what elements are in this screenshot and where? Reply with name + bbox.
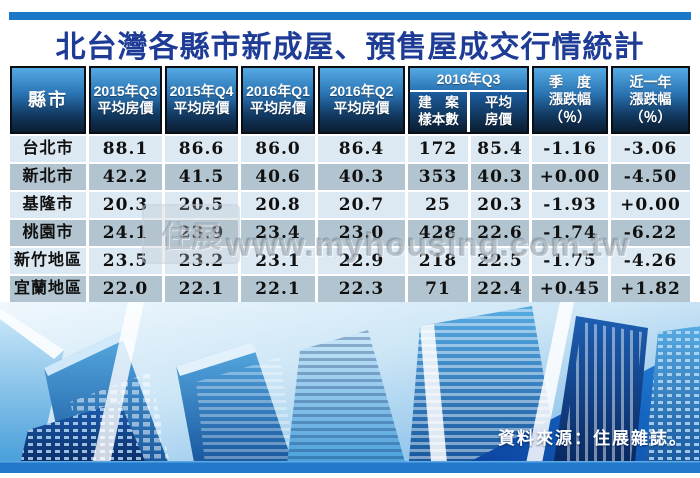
table-row: 台北市 88.1 86.6 86.0 86.4 172 85.4 -1.16 -3.06 bbox=[10, 136, 690, 162]
county-cell: 桃園市 bbox=[10, 220, 86, 246]
value-cell: 20.7 bbox=[318, 192, 405, 218]
value-cell: 23.1 bbox=[241, 248, 315, 274]
value-cell: +0.45 bbox=[532, 276, 608, 302]
value-cell: 218 bbox=[408, 248, 468, 274]
value-cell: 20.8 bbox=[241, 192, 315, 218]
value-cell: 25 bbox=[408, 192, 468, 218]
value-cell: +0.00 bbox=[611, 192, 690, 218]
value-cell: 71 bbox=[408, 276, 468, 302]
value-cell: 20.5 bbox=[165, 192, 238, 218]
header-sample-count: 建 案 樣本數 bbox=[410, 92, 467, 132]
header-county: 縣市 bbox=[10, 66, 86, 134]
value-cell: 85.4 bbox=[471, 136, 529, 162]
value-cell: -4.26 bbox=[611, 248, 690, 274]
value-cell: 40.3 bbox=[471, 164, 529, 190]
value-cell: 42.2 bbox=[89, 164, 162, 190]
header-2016q3-group: 2016年Q3 建 案 樣本數 平均 房價 bbox=[408, 66, 529, 134]
value-cell: 22.5 bbox=[471, 248, 529, 274]
value-cell: -1.16 bbox=[532, 136, 608, 162]
value-cell: 172 bbox=[408, 136, 468, 162]
value-cell: -1.93 bbox=[532, 192, 608, 218]
county-cell: 宜蘭地區 bbox=[10, 276, 86, 302]
value-cell: 22.1 bbox=[165, 276, 238, 302]
header-avg-price: 平均 房價 bbox=[470, 92, 527, 132]
county-cell: 新竹地區 bbox=[10, 248, 86, 274]
header-year-change: 近一年 漲跌幅 （％） bbox=[611, 66, 690, 134]
county-cell: 基隆市 bbox=[10, 192, 86, 218]
value-cell: 23.4 bbox=[241, 220, 315, 246]
table-row: 宜蘭地區 22.0 22.1 22.1 22.3 71 22.4 +0.45 +1.82 bbox=[10, 276, 690, 302]
value-cell: 22.1 bbox=[241, 276, 315, 302]
value-cell: 88.1 bbox=[89, 136, 162, 162]
value-cell: 22.6 bbox=[471, 220, 529, 246]
table-row: 新竹地區 23.5 23.2 23.1 22.9 218 22.5 -1.75 -4.26 bbox=[10, 248, 690, 274]
value-cell: -4.50 bbox=[611, 164, 690, 190]
value-cell: 86.6 bbox=[165, 136, 238, 162]
value-cell: -1.74 bbox=[532, 220, 608, 246]
table-body: 台北市 88.1 86.6 86.0 86.4 172 85.4 -1.16 -3.06 新北市 4… bbox=[10, 136, 690, 302]
header-2016q2-price: 2016年Q2 平均房價 bbox=[318, 66, 405, 134]
table-row: 桃園市 24.1 23.9 23.4 23.0 428 22.6 -1.74 -6.22 bbox=[10, 220, 690, 246]
value-cell: 41.5 bbox=[165, 164, 238, 190]
page-title: 北台灣各縣市新成屋、預售屋成交行情統計 bbox=[55, 30, 645, 65]
header-season-change: 季 度 漲跌幅 （％） bbox=[532, 66, 608, 134]
value-cell: 22.0 bbox=[89, 276, 162, 302]
value-cell: 22.3 bbox=[318, 276, 405, 302]
county-cell: 新北市 bbox=[10, 164, 86, 190]
value-cell: 428 bbox=[408, 220, 468, 246]
top-accent-bar bbox=[9, 12, 691, 20]
source-note: 資料來源：住展雜誌。 bbox=[498, 429, 688, 448]
value-cell: 20.3 bbox=[471, 192, 529, 218]
value-cell: +0.00 bbox=[532, 164, 608, 190]
value-cell: 23.5 bbox=[89, 248, 162, 274]
city-illustration bbox=[0, 302, 700, 473]
table-row: 基隆市 20.3 20.5 20.8 20.7 25 20.3 -1.93 +0.00 bbox=[10, 192, 690, 218]
value-cell: -1.75 bbox=[532, 248, 608, 274]
county-cell: 台北市 bbox=[10, 136, 86, 162]
value-cell: 353 bbox=[408, 164, 468, 190]
header-2015q4-price: 2015年Q4 平均房價 bbox=[165, 66, 238, 134]
stats-table: 縣市 2015年Q3 平均房價 2015年Q4 平均房價 2016年Q1 平均房… bbox=[10, 66, 690, 302]
header-2016q3-subcells: 建 案 樣本數 平均 房價 bbox=[410, 92, 527, 132]
value-cell: -6.22 bbox=[611, 220, 690, 246]
skyline-graphic bbox=[0, 302, 700, 473]
value-cell: 23.0 bbox=[318, 220, 405, 246]
value-cell: 86.4 bbox=[318, 136, 405, 162]
value-cell: 20.3 bbox=[89, 192, 162, 218]
value-cell: 22.9 bbox=[318, 248, 405, 274]
value-cell: 23.9 bbox=[165, 220, 238, 246]
header-2016q3-label: 2016年Q3 bbox=[410, 68, 527, 92]
table-row: 新北市 42.2 41.5 40.6 40.3 353 40.3 +0.00 -4.50 bbox=[10, 164, 690, 190]
value-cell: 22.4 bbox=[471, 276, 529, 302]
table-header: 縣市 2015年Q3 平均房價 2015年Q4 平均房價 2016年Q1 平均房… bbox=[10, 66, 690, 134]
value-cell: +1.82 bbox=[611, 276, 690, 302]
value-cell: 86.0 bbox=[241, 136, 315, 162]
header-2015q3-price: 2015年Q3 平均房價 bbox=[89, 66, 162, 134]
value-cell: -3.06 bbox=[611, 136, 690, 162]
value-cell: 24.1 bbox=[89, 220, 162, 246]
value-cell: 40.3 bbox=[318, 164, 405, 190]
value-cell: 23.2 bbox=[165, 248, 238, 274]
header-2016q1-price: 2016年Q1 平均房價 bbox=[241, 66, 315, 134]
value-cell: 40.6 bbox=[241, 164, 315, 190]
